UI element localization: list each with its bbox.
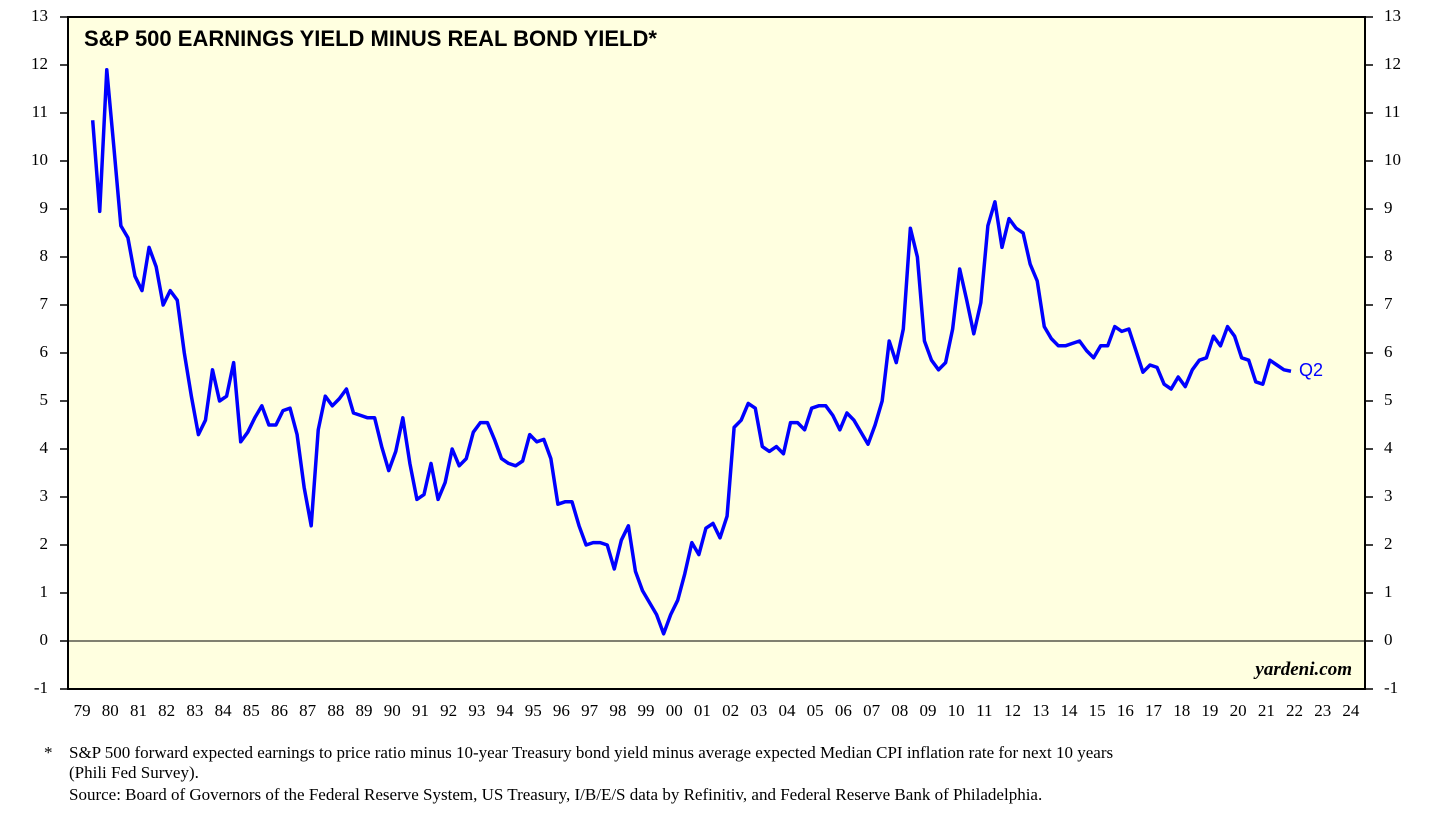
y2-tick-label: 12 bbox=[1384, 54, 1401, 73]
x-tick-label: 24 bbox=[1342, 701, 1360, 720]
y-tick-label: 13 bbox=[31, 6, 48, 25]
y2-tick-label: 13 bbox=[1384, 6, 1401, 25]
y2-tick-label: 7 bbox=[1384, 294, 1393, 313]
x-tick-label: 04 bbox=[778, 701, 796, 720]
x-tick-label: 82 bbox=[158, 701, 175, 720]
x-tick-label: 95 bbox=[525, 701, 542, 720]
y2-tick-label: 5 bbox=[1384, 390, 1393, 409]
x-tick-label: 89 bbox=[356, 701, 373, 720]
x-tick-label: 21 bbox=[1258, 701, 1275, 720]
y-tick-label: -1 bbox=[34, 678, 48, 697]
y-tick-label: 1 bbox=[40, 582, 49, 601]
y-tick-label: 5 bbox=[40, 390, 49, 409]
x-tick-label: 83 bbox=[186, 701, 203, 720]
y2-tick-label: 6 bbox=[1384, 342, 1393, 361]
x-tick-label: 17 bbox=[1145, 701, 1163, 720]
x-tick-label: 90 bbox=[384, 701, 401, 720]
x-tick-label: 84 bbox=[215, 701, 233, 720]
x-tick-label: 18 bbox=[1173, 701, 1190, 720]
x-tick-label: 87 bbox=[299, 701, 317, 720]
y2-tick-label: 10 bbox=[1384, 150, 1401, 169]
x-tick-label: 12 bbox=[1004, 701, 1021, 720]
y-tick-label: 8 bbox=[40, 246, 49, 265]
x-tick-label: 20 bbox=[1230, 701, 1247, 720]
y2-tick-label: 8 bbox=[1384, 246, 1393, 265]
x-tick-label: 85 bbox=[243, 701, 260, 720]
x-tick-label: 94 bbox=[497, 701, 515, 720]
y2-tick-label: 4 bbox=[1384, 438, 1393, 457]
x-tick-label: 15 bbox=[1089, 701, 1106, 720]
x-tick-label: 01 bbox=[694, 701, 711, 720]
y-tick-label: 7 bbox=[40, 294, 49, 313]
x-tick-label: 08 bbox=[891, 701, 908, 720]
y2-tick-label: 11 bbox=[1384, 102, 1400, 121]
y-tick-label: 6 bbox=[40, 342, 49, 361]
data-line bbox=[90, 68, 1292, 636]
x-tick-label: 09 bbox=[919, 701, 936, 720]
x-tick-label: 93 bbox=[468, 701, 485, 720]
x-tick-label: 11 bbox=[976, 701, 992, 720]
x-tick-label: 00 bbox=[666, 701, 683, 720]
x-tick-label: 19 bbox=[1201, 701, 1218, 720]
y2-tick-label: 9 bbox=[1384, 198, 1393, 217]
footnote: S&P 500 forward expected earnings to pri… bbox=[69, 743, 1113, 762]
x-tick-label: 05 bbox=[807, 701, 824, 720]
x-tick-label: 23 bbox=[1314, 701, 1331, 720]
y2-tick-label: 0 bbox=[1384, 630, 1393, 649]
x-tick-label: 03 bbox=[750, 701, 767, 720]
x-tick-label: 97 bbox=[581, 701, 599, 720]
y-tick-label: 11 bbox=[32, 102, 48, 121]
y-tick-label: 0 bbox=[40, 630, 49, 649]
source-mark: yardeni.com bbox=[1253, 659, 1352, 680]
x-tick-label: 07 bbox=[863, 701, 881, 720]
x-tick-label: 02 bbox=[722, 701, 739, 720]
x-tick-label: 96 bbox=[553, 701, 570, 720]
y-tick-label: 2 bbox=[40, 534, 49, 553]
x-tick-label: 81 bbox=[130, 701, 147, 720]
x-tick-label: 88 bbox=[327, 701, 344, 720]
x-tick-label: 14 bbox=[1060, 701, 1078, 720]
x-tick-label: 13 bbox=[1032, 701, 1049, 720]
x-tick-label: 99 bbox=[638, 701, 655, 720]
y-tick-label: 4 bbox=[40, 438, 49, 457]
y2-tick-label: 2 bbox=[1384, 534, 1393, 553]
end-label: Q2 bbox=[1299, 360, 1323, 380]
y-tick-label: 12 bbox=[31, 54, 48, 73]
footnote: Source: Board of Governors of the Federa… bbox=[69, 785, 1042, 804]
y2-tick-label: 3 bbox=[1384, 486, 1393, 505]
y-tick-label: 3 bbox=[40, 486, 49, 505]
x-tick-label: 92 bbox=[440, 701, 457, 720]
x-tick-label: 98 bbox=[609, 701, 626, 720]
x-tick-label: 79 bbox=[74, 701, 91, 720]
x-tick-label: 22 bbox=[1286, 701, 1303, 720]
y-tick-label: 9 bbox=[40, 198, 49, 217]
x-tick-label: 86 bbox=[271, 701, 288, 720]
y2-tick-label: 1 bbox=[1384, 582, 1393, 601]
footnote-marker: * bbox=[44, 743, 53, 762]
plot-area bbox=[67, 16, 1366, 690]
x-tick-label: 06 bbox=[835, 701, 852, 720]
x-tick-label: 80 bbox=[102, 701, 119, 720]
footnote: (Phili Fed Survey). bbox=[69, 763, 199, 782]
x-tick-label: 10 bbox=[948, 701, 965, 720]
x-tick-label: 91 bbox=[412, 701, 429, 720]
y-tick-label: 10 bbox=[31, 150, 48, 169]
y2-tick-label: -1 bbox=[1384, 678, 1398, 697]
chart-title: S&P 500 EARNINGS YIELD MINUS REAL BOND Y… bbox=[84, 26, 657, 51]
x-tick-label: 16 bbox=[1117, 701, 1134, 720]
